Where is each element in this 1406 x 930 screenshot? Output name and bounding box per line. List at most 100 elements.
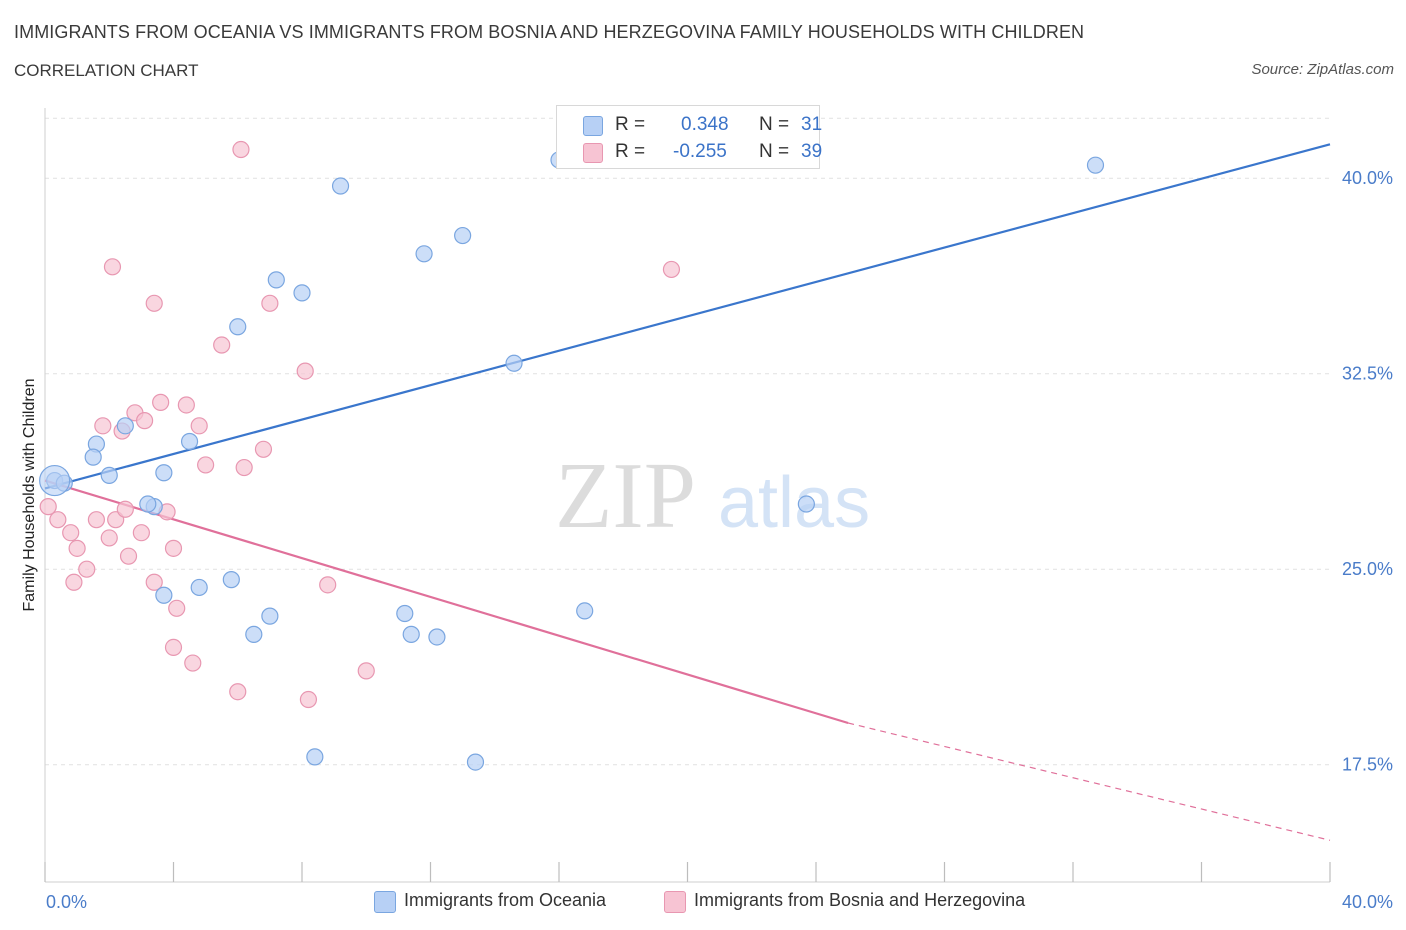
r-value-oceania: 0.348 — [681, 114, 729, 135]
point-oceania — [402, 625, 420, 643]
data-points — [39, 140, 1105, 771]
point-oceania — [466, 753, 485, 771]
y-tick-labels: 17.5% 25.0% 32.5% 40.0% — [1342, 168, 1393, 775]
source-credit: Source: ZipAtlas.com — [1251, 61, 1394, 78]
series-legend: Immigrants from Oceania Immigrants from … — [0, 889, 1406, 915]
point-bosnia — [39, 498, 57, 516]
y-axis-label: Family Households with Children — [21, 379, 38, 612]
grid-lines — [45, 117, 1330, 766]
legend-label-bosnia: Immigrants from Bosnia and Herzegovina — [694, 890, 1026, 910]
point-oceania — [100, 466, 118, 484]
n-label: N = — [759, 141, 790, 162]
point-bosnia — [319, 576, 337, 594]
point-bosnia — [132, 524, 150, 542]
oceania-swatch — [583, 116, 603, 136]
point-oceania — [797, 495, 815, 513]
point-oceania — [180, 432, 199, 451]
y-tick-label: 17.5% — [1342, 755, 1393, 775]
point-oceania — [454, 226, 472, 245]
point-oceania — [245, 625, 263, 643]
point-bosnia — [232, 140, 250, 159]
bosnia-swatch — [583, 143, 603, 163]
point-bosnia — [254, 440, 273, 458]
point-oceania — [229, 318, 247, 336]
point-oceania — [39, 464, 71, 497]
point-bosnia — [164, 539, 183, 557]
point-oceania — [261, 607, 279, 625]
point-bosnia — [168, 599, 186, 617]
point-bosnia — [100, 529, 118, 547]
point-bosnia — [103, 258, 122, 276]
point-bosnia — [49, 511, 67, 529]
point-oceania — [428, 628, 446, 646]
point-bosnia — [357, 662, 375, 680]
point-bosnia — [190, 417, 208, 435]
point-oceania — [1086, 156, 1105, 174]
legend-label-oceania: Immigrants from Oceania — [404, 890, 607, 910]
point-oceania — [331, 177, 350, 195]
point-bosnia — [184, 654, 202, 672]
point-bosnia — [229, 683, 247, 701]
point-oceania — [139, 495, 157, 513]
point-bosnia — [197, 456, 215, 474]
chart-title: IMMIGRANTS FROM OCEANIA VS IMMIGRANTS FR… — [14, 22, 1085, 42]
point-bosnia — [213, 336, 231, 354]
x-tick-label-min: 0.0% — [46, 892, 87, 912]
point-bosnia — [94, 417, 112, 435]
r-label: R = — [615, 141, 646, 162]
point-bosnia — [235, 458, 253, 477]
point-oceania — [415, 245, 433, 263]
y-tick-label: 32.5% — [1342, 364, 1393, 384]
r-label: R = — [615, 114, 646, 135]
trend-lines — [44, 143, 1331, 841]
x-tick-label-max: 40.0% — [1342, 892, 1393, 912]
point-bosnia — [662, 260, 681, 279]
x-tick-labels: 0.0% 40.0% — [46, 892, 1393, 912]
point-bosnia — [145, 573, 163, 591]
trend-line-bosnia-extension — [847, 722, 1331, 841]
n-label: N = — [759, 114, 790, 135]
point-bosnia — [145, 294, 163, 312]
point-oceania — [155, 464, 173, 482]
point-bosnia — [299, 690, 318, 709]
point-oceania — [505, 354, 523, 372]
point-oceania — [576, 602, 594, 620]
n-value-bosnia: 39 — [801, 141, 823, 162]
oceania-legend-swatch — [374, 891, 396, 913]
trend-line-oceania — [44, 143, 1331, 490]
point-bosnia — [87, 511, 106, 529]
point-bosnia — [119, 547, 138, 565]
point-oceania — [293, 284, 311, 302]
y-tick-label: 25.0% — [1342, 559, 1393, 579]
point-bosnia — [65, 573, 83, 591]
r-value-bosnia: -0.255 — [673, 141, 727, 162]
y-tick-label: 40.0% — [1342, 168, 1393, 188]
watermark: ZIP atlas — [555, 444, 870, 548]
point-bosnia — [68, 539, 86, 557]
axes — [44, 108, 1331, 883]
point-oceania — [155, 586, 173, 604]
trend-line-bosnia — [44, 479, 849, 725]
bosnia-legend-swatch — [664, 891, 686, 913]
point-bosnia — [78, 560, 96, 578]
chart-subtitle: CORRELATION CHART — [14, 61, 199, 80]
point-bosnia — [135, 412, 154, 430]
n-value-oceania: 31 — [801, 114, 823, 135]
point-oceania — [306, 748, 324, 766]
point-oceania — [396, 604, 414, 623]
point-oceania — [190, 578, 208, 597]
point-bosnia — [177, 396, 195, 414]
point-oceania — [84, 448, 102, 466]
point-oceania — [267, 271, 285, 289]
point-oceania — [222, 571, 240, 589]
point-bosnia — [152, 393, 170, 411]
correlation-legend: R = 0.348 N = 31 R = -0.255 N = 39 — [556, 105, 823, 169]
point-oceania — [116, 417, 134, 435]
point-bosnia — [261, 294, 279, 312]
point-bosnia — [62, 524, 80, 542]
point-bosnia — [296, 362, 314, 380]
watermark-atlas: atlas — [718, 463, 870, 543]
point-bosnia — [116, 500, 134, 518]
watermark-zip: ZIP — [555, 444, 696, 548]
